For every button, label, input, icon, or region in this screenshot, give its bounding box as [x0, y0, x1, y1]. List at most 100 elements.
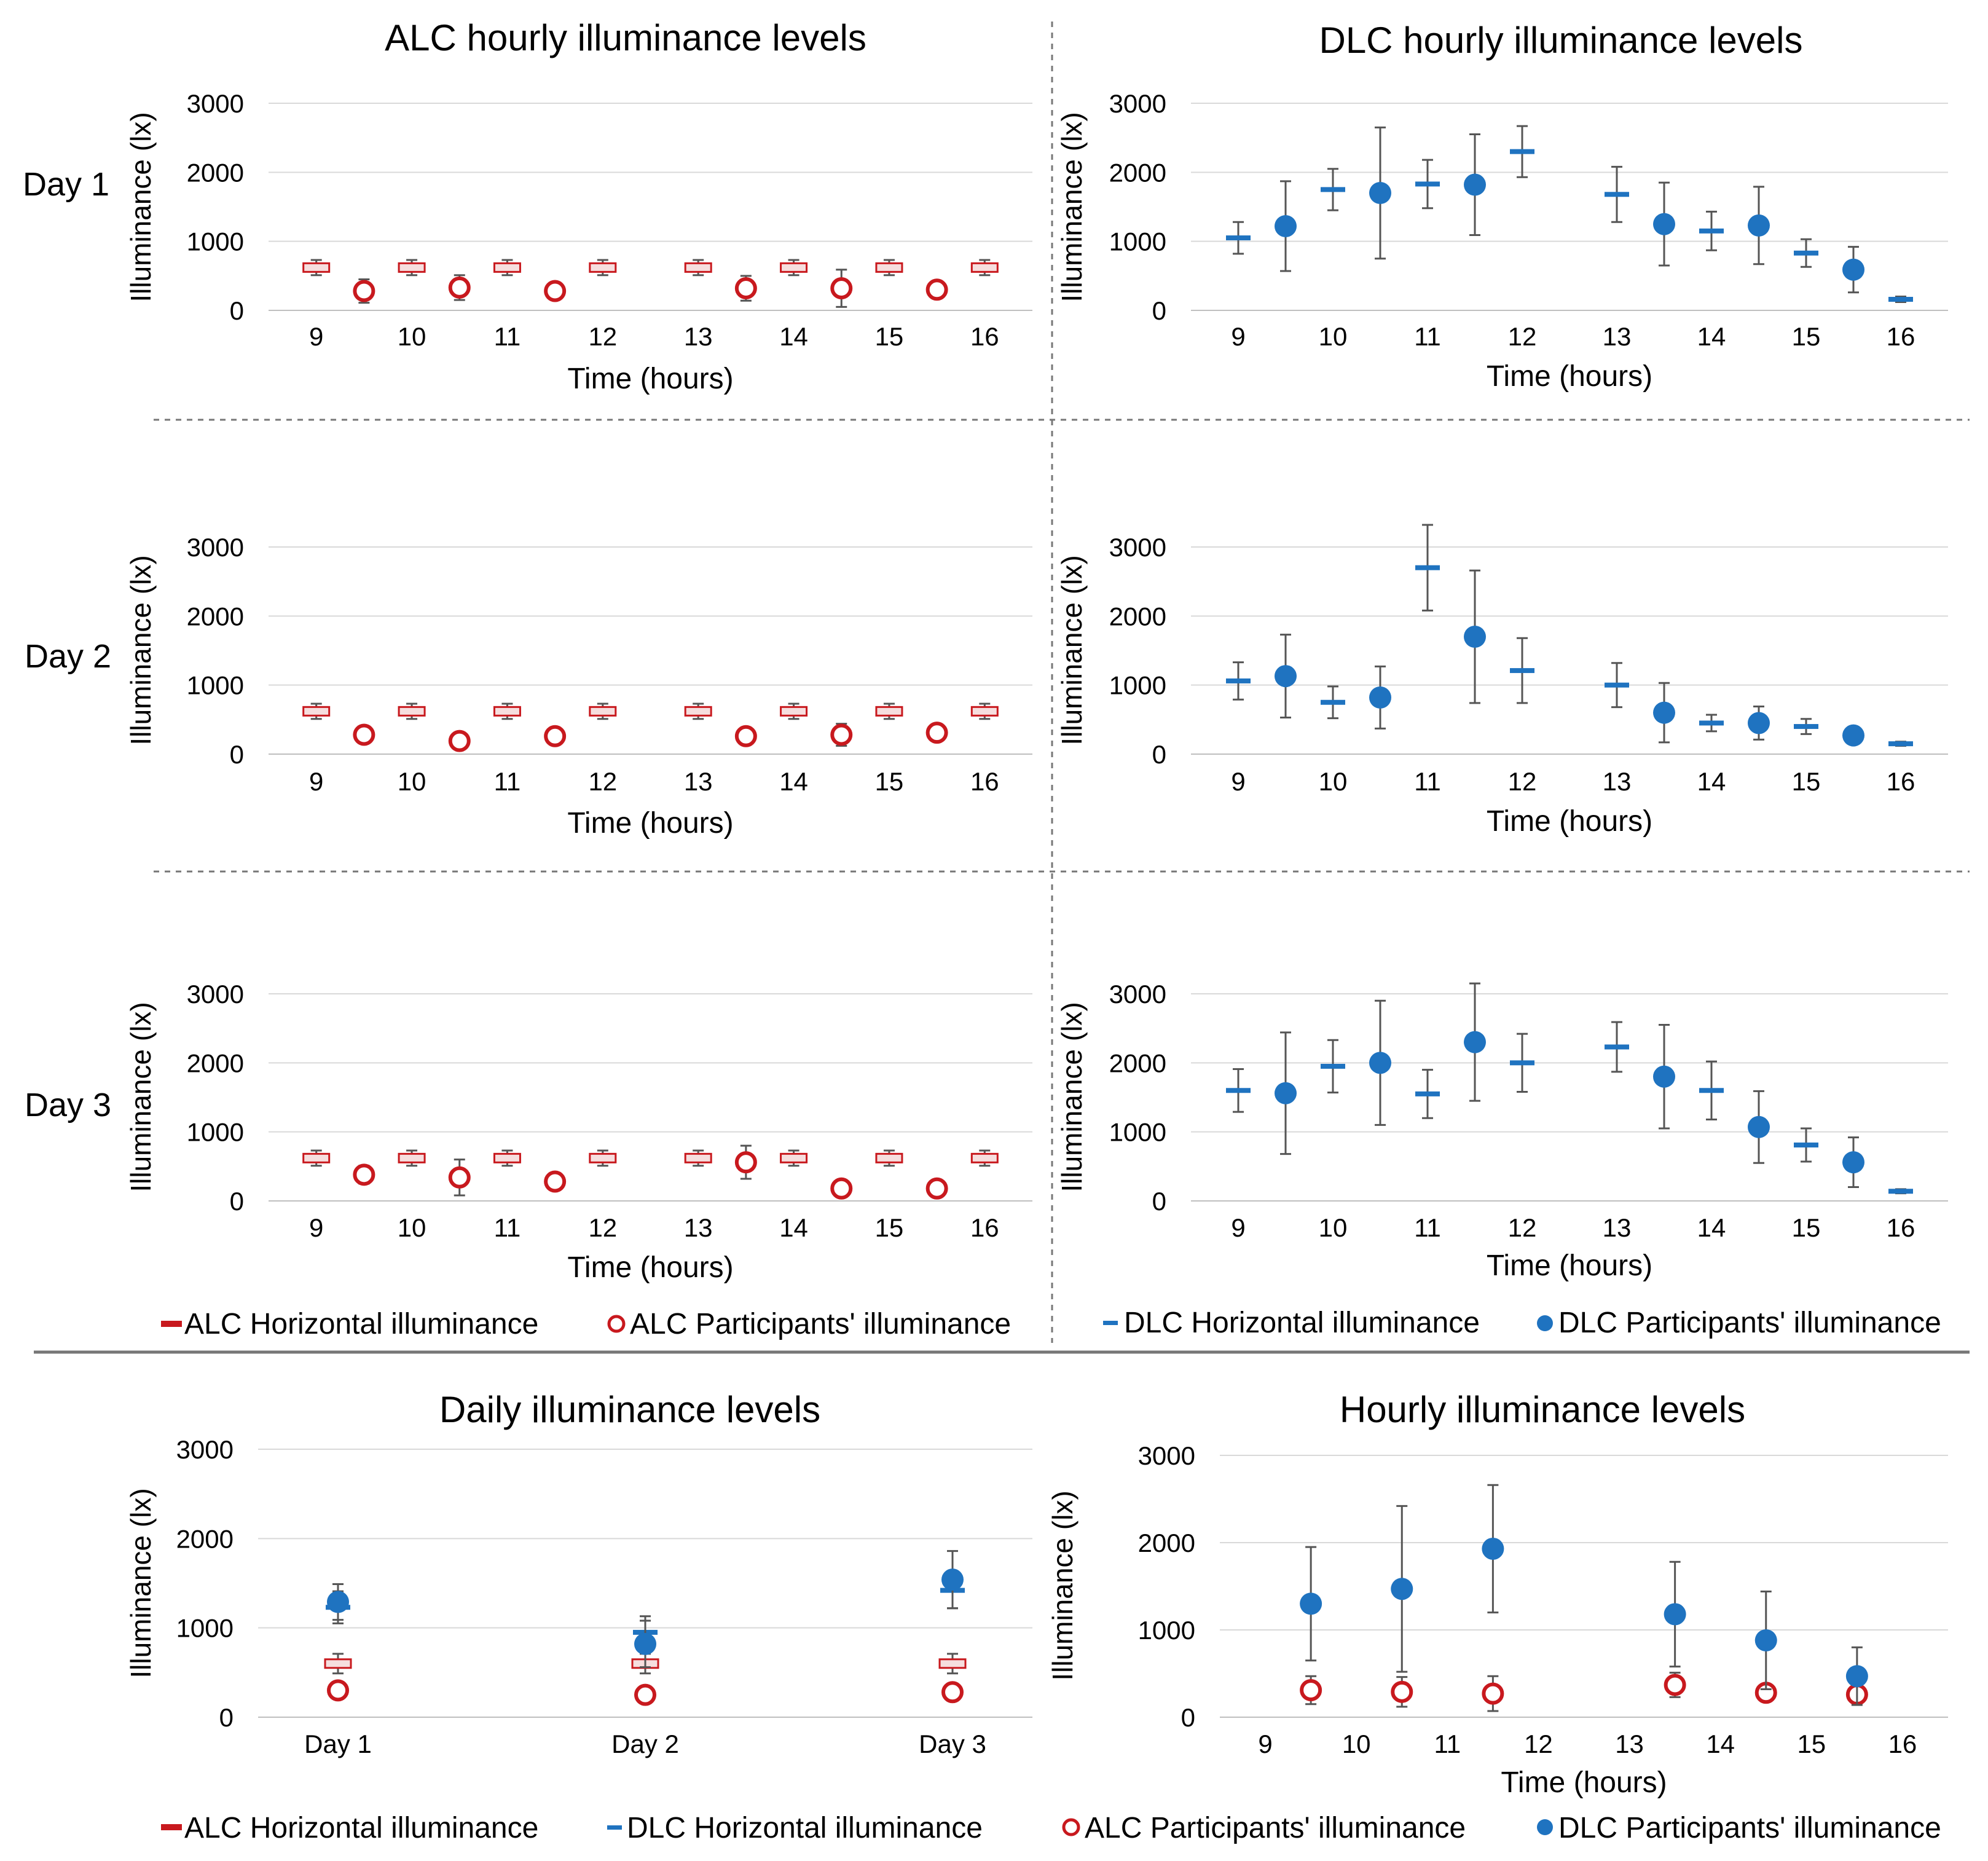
alc_day3-alc-horizontal-point: [875, 1152, 903, 1163]
alc_day3-alc-participant-point: [353, 1163, 375, 1186]
dlc_day1-y-tick-label: 3000: [1109, 89, 1166, 118]
alc_day3-y-tick-label: 3000: [187, 980, 244, 1009]
hourly-x-tick-label: 11: [1434, 1729, 1461, 1758]
alc_day3-y-tick-label: 2000: [187, 1049, 244, 1077]
daily-y-tick-label: 0: [219, 1703, 234, 1732]
alc_day2-x-tick-label: 14: [779, 767, 808, 796]
daily-alc-participant-point: [634, 1683, 656, 1706]
dlc_day1-dlc-horizontal-point: [1605, 192, 1629, 197]
hourly-x-tick-label: 15: [1797, 1729, 1826, 1758]
legend-bottom-label-2: DLC Horizontal illuminance: [627, 1812, 983, 1844]
alc_day1-y-tick-label: 1000: [187, 227, 244, 256]
dlc_day3-x-tick-label: 13: [1603, 1213, 1632, 1242]
alc_day1-alc-horizontal-point: [302, 262, 331, 273]
dlc_day1-y-tick-label: 1000: [1109, 227, 1166, 256]
dlc-horizontal-legend-swatch: [1103, 1321, 1118, 1325]
alc_day2-y-tick-label: 3000: [187, 533, 244, 562]
dlc_day3-dlc-horizontal-point: [1510, 1060, 1534, 1066]
alc_day2-x-tick-label: 13: [684, 767, 713, 796]
dlc_day2-x-tick-label: 12: [1508, 767, 1537, 796]
dlc_day2-dlc-participant-point: [1369, 686, 1391, 709]
alc_day1-alc-horizontal-point: [684, 262, 712, 273]
dlc_day3-x-tick-label: 11: [1414, 1213, 1441, 1242]
dlc_day2-dlc-participant-point: [1842, 724, 1864, 747]
alc_day1-alc-horizontal-point: [493, 262, 521, 273]
hourly-x-tick-label: 13: [1615, 1729, 1644, 1758]
dlc_day2-x-tick-label: 14: [1697, 767, 1726, 796]
daily-alc-horizontal-point: [324, 1658, 352, 1669]
alc_day2-alc-participant-point: [925, 722, 948, 744]
dlc_day3-dlc-horizontal-point: [1226, 1088, 1251, 1093]
dlc_day2-x-tick-label: 10: [1319, 767, 1348, 796]
daily-chart-title: Daily illuminance levels: [439, 1389, 820, 1430]
alc-day3-chart: 0 1000 2000 3000 9 10 11 12 13 14 15 16 Illuminance …: [125, 980, 1032, 1284]
alc_day1-y-tick-label: 2000: [187, 158, 244, 187]
dlc_day3-x-tick-label: 9: [1231, 1213, 1245, 1242]
dlc_day2-x-tick-label: 16: [1887, 767, 1915, 796]
hourly-illuminance-chart: 0 1000 2000 3000 9 10 11 12 13 14 15 16 Illuminance …: [1047, 1441, 1948, 1799]
legend-top-dlc-horizontal: DLC Horizontal illuminance: [1103, 1307, 1480, 1339]
hourly-dlc-participant-point: [1845, 1665, 1868, 1688]
alc_day3-y-tick-label: 1000: [187, 1118, 244, 1147]
alc_day2-y-tick-label: 1000: [187, 671, 244, 700]
dlc_day2-x-tick-label: 13: [1603, 767, 1632, 796]
dlc-participants-legend-swatch-bottom: [1537, 1819, 1553, 1835]
dlc-horizontal-legend-swatch-bottom: [607, 1825, 622, 1830]
dlc_day3-y-tick-label: 2000: [1109, 1049, 1166, 1077]
dlc_day3-dlc-horizontal-point: [1794, 1143, 1818, 1148]
alc-column-title: ALC hourly illuminance levels: [385, 17, 866, 58]
alc_day3-alc-horizontal-point: [684, 1152, 712, 1163]
alc_day1-x-tick-label: 13: [684, 322, 713, 351]
dlc_day3-dlc-participant-point: [1464, 1031, 1486, 1053]
alc_day1-x-tick-label: 15: [875, 322, 904, 351]
alc_day3-x-tick-label: 13: [684, 1213, 713, 1242]
alc_day1-alc-participant-point: [448, 276, 471, 299]
hourly-x-tick-label: 14: [1706, 1729, 1735, 1758]
dlc_day2-dlc-horizontal-point: [1510, 668, 1534, 674]
alc_day1-alc-participant-point: [544, 280, 567, 302]
dlc-day3-chart: 0 1000 2000 3000 9 10 11 12 13 14 15 16 Illuminance …: [1056, 980, 1948, 1282]
alc_day2-alc-participant-point: [448, 730, 471, 752]
dlc_day1-x-tick-label: 9: [1231, 322, 1245, 351]
hourly-x-tick-label: 10: [1342, 1729, 1371, 1758]
dlc_day1-dlc-horizontal-point: [1699, 228, 1724, 234]
alc_day1-x-tick-label: 10: [398, 322, 426, 351]
alc_day1-alc-participant-point: [353, 280, 375, 302]
dlc_day2-x-tick-label: 9: [1231, 767, 1245, 796]
alc_day3-x-tick-label: 12: [588, 1213, 617, 1242]
dlc_day2-y-axis-title: Illuminance (lx): [1056, 555, 1088, 745]
dlc_day2-x-tick-label: 15: [1792, 767, 1821, 796]
dlc_day3-dlc-participant-point: [1275, 1082, 1297, 1104]
hourly-x-tick-label: 16: [1888, 1729, 1917, 1758]
dlc_day2-dlc-participant-point: [1653, 701, 1675, 724]
alc_day1-x-axis-title: Time (hours): [567, 363, 733, 395]
legend-top-label-2: ALC Participants' illuminance: [630, 1308, 1011, 1340]
dlc_day1-x-tick-label: 15: [1792, 322, 1821, 351]
alc_day3-alc-horizontal-point: [493, 1152, 521, 1163]
dlc_day3-y-tick-label: 3000: [1109, 980, 1166, 1009]
alc_day3-x-tick-label: 9: [309, 1213, 323, 1242]
alc_day3-y-tick-label: 0: [230, 1187, 244, 1216]
dlc-day1-chart: 0 1000 2000 3000 9 10 11 12 13 14 15 16 Illuminance …: [1056, 89, 1948, 393]
daily-y-tick-label: 2000: [176, 1524, 234, 1553]
dlc_day3-x-tick-label: 15: [1792, 1213, 1821, 1242]
dlc_day2-dlc-horizontal-point: [1888, 741, 1913, 747]
alc_day1-x-tick-label: 14: [779, 322, 808, 351]
legend-top-label-1: ALC Horizontal illuminance: [184, 1308, 538, 1340]
alc_day2-alc-participant-point: [544, 725, 567, 747]
hourly-y-tick-label: 0: [1181, 1703, 1195, 1732]
hourly-y-axis-title: Illuminance (lx): [1047, 1490, 1078, 1680]
daily-alc-participant-point: [941, 1681, 964, 1704]
alc_day1-x-tick-label: 11: [494, 322, 521, 351]
hourly-dlc-participant-point: [1664, 1603, 1686, 1626]
alc_day2-y-axis-title: Illuminance (lx): [125, 555, 157, 745]
legend-bottom-dlc-participants: DLC Participants' illuminance: [1537, 1812, 1941, 1844]
dlc_day2-y-tick-label: 3000: [1109, 533, 1166, 562]
alc_day1-alc-horizontal-point: [398, 262, 426, 273]
alc_day3-alc-horizontal-point: [398, 1152, 426, 1163]
hourly-y-tick-label: 2000: [1138, 1529, 1195, 1557]
alc_day2-alc-participant-point: [734, 725, 757, 747]
alc_day2-x-tick-label: 11: [494, 767, 521, 796]
alc_day2-alc-participant-point: [830, 723, 853, 746]
